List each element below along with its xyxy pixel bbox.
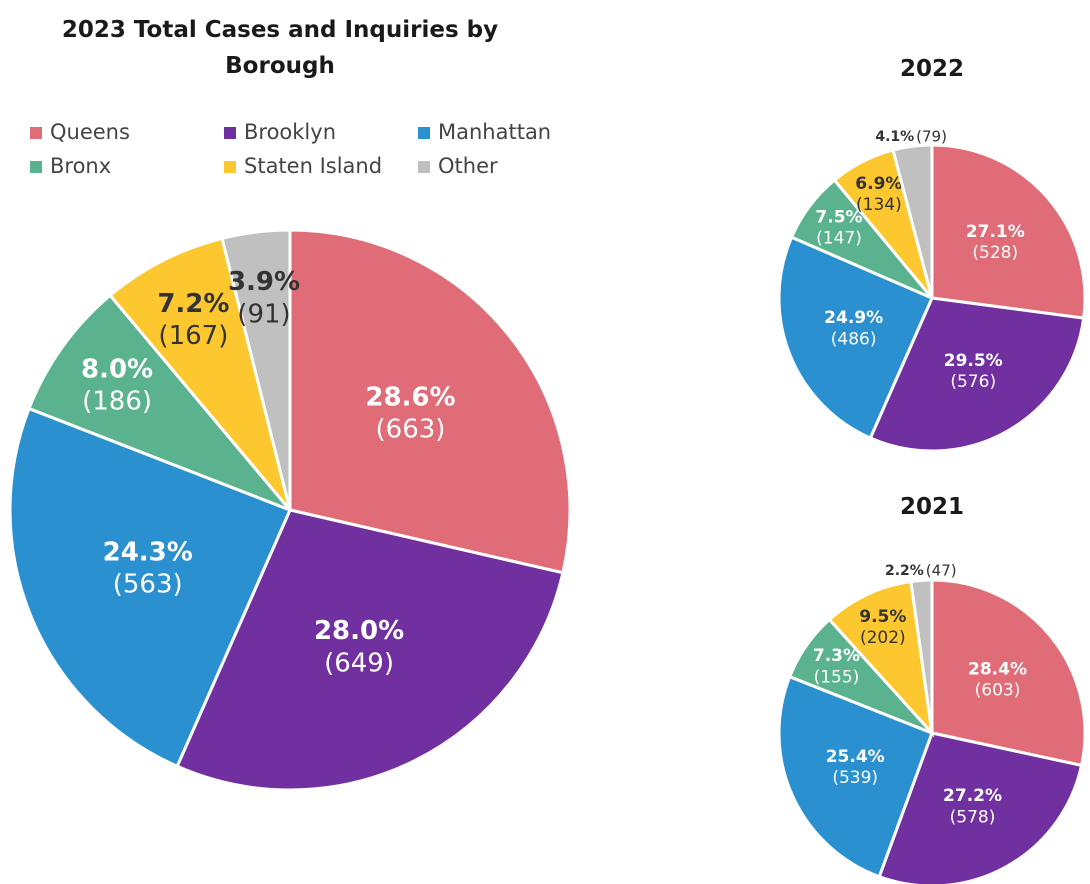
value-label: 27.2% — [943, 786, 1002, 806]
count-label: (91) — [237, 299, 290, 329]
legend-swatch — [224, 127, 236, 139]
legend-label: Brooklyn — [244, 120, 336, 144]
pie-slice — [891, 143, 934, 299]
pie-slice — [877, 731, 1084, 884]
value-label: 28.0% — [314, 616, 404, 646]
pie-slice — [27, 293, 292, 512]
value-label: 3.9% — [228, 267, 300, 297]
pie-slice — [827, 579, 935, 738]
value-label: 7.5% — [815, 208, 862, 228]
value-label: 6.9% — [855, 174, 902, 194]
count-label: (134) — [856, 195, 902, 215]
count-label: (649) — [324, 648, 394, 678]
count-label: (486) — [831, 329, 877, 349]
pie-slice — [909, 578, 934, 734]
count-label: (147) — [816, 229, 862, 249]
value-label: 7.3% — [813, 646, 860, 666]
pie-slice — [8, 406, 293, 769]
pie-slice — [777, 235, 934, 441]
count-label: (663) — [376, 415, 446, 445]
legend-label: Manhattan — [438, 120, 551, 144]
value-label: 29.5% — [944, 351, 1003, 371]
chart-title: 2023 Total Cases and Inquiries by Boroug… — [61, 17, 499, 79]
pie-slice — [220, 228, 292, 511]
count-label: (155) — [814, 667, 860, 687]
pie-slice — [868, 296, 1086, 453]
value-label: 24.9% — [824, 308, 883, 328]
legend-swatch — [418, 161, 430, 173]
pie-slice — [108, 236, 292, 511]
value-label: 27.1% — [966, 222, 1025, 242]
count-label: (528) — [972, 243, 1018, 263]
value-label: 28.6% — [365, 382, 455, 412]
legend-label: Queens — [50, 120, 130, 144]
pie-slice — [288, 228, 572, 575]
pie-slice — [930, 578, 1087, 768]
chart-title: 2021 — [899, 494, 964, 520]
value-label: 25.4% — [826, 747, 885, 767]
legend-swatch — [224, 161, 236, 173]
legend-label: Staten Island — [244, 154, 382, 178]
chart-title: 2022 — [899, 56, 964, 82]
legend-swatch — [30, 127, 42, 139]
count-label: (578) — [950, 807, 996, 827]
pie-slice — [777, 674, 934, 879]
legend-swatch — [30, 161, 42, 173]
value-label: 4.1% — [875, 129, 914, 145]
value-label: 2.2% — [885, 563, 924, 579]
count-label: (167) — [158, 321, 228, 351]
value-label: 24.3% — [103, 537, 193, 567]
legend-label: Other — [438, 154, 498, 178]
count-label: (576) — [950, 372, 996, 392]
value-label: 8.0% — [81, 354, 153, 384]
count-label: (79) — [916, 128, 947, 146]
value-label: 7.2% — [157, 289, 229, 319]
count-label: (603) — [975, 681, 1021, 701]
legend-swatch — [418, 127, 430, 139]
value-label: 9.5% — [859, 607, 906, 627]
count-label: (539) — [832, 768, 878, 788]
pie-slice — [930, 143, 1087, 320]
legend-label: Bronx — [50, 154, 111, 178]
count-label: (47) — [926, 562, 957, 580]
count-label: (186) — [82, 387, 152, 417]
count-label: (202) — [860, 628, 906, 648]
value-label: 28.4% — [968, 660, 1027, 680]
count-label: (563) — [113, 570, 183, 600]
pie-slice — [175, 508, 565, 792]
